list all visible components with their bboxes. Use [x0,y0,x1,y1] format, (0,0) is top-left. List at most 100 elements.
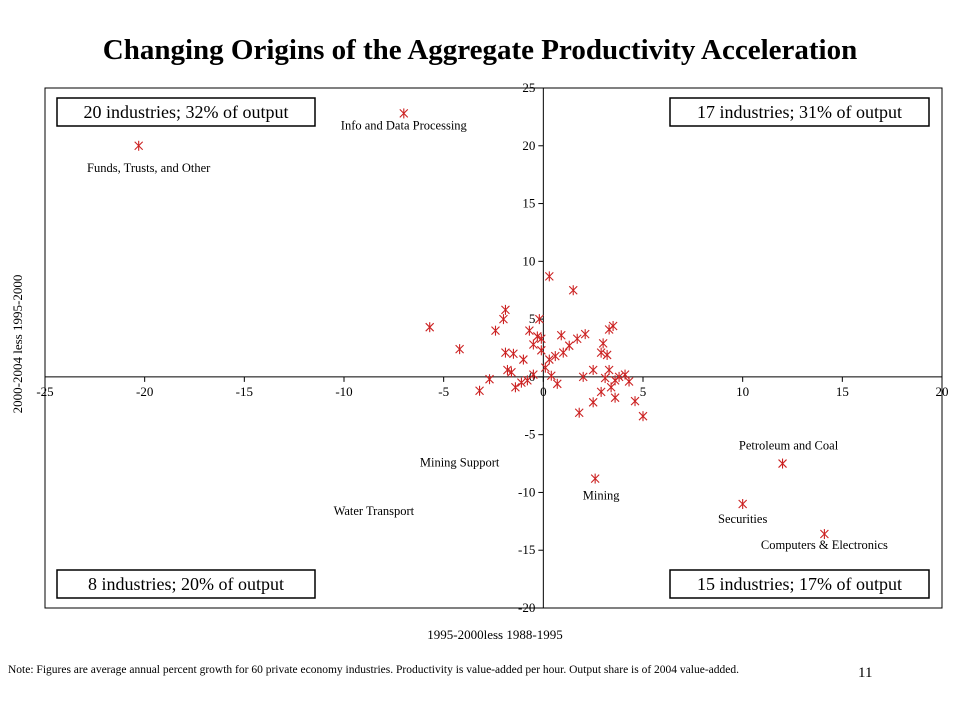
y-tick-label: 10 [522,253,535,268]
x-tick-label: -5 [438,384,449,399]
quadrant-boxes: 20 industries; 32% of output 17 industrie… [56,97,930,599]
data-point [546,370,556,381]
y-tick-label: 20 [522,138,535,153]
data-point [509,348,518,359]
x-tick-label: -20 [136,384,153,399]
data-point [544,271,554,282]
data-point [552,378,562,389]
data-point [475,385,484,396]
data-point [485,374,494,385]
y-tick-label: -15 [518,542,535,557]
x-tick-label: -15 [236,384,253,399]
data-point [600,373,610,384]
data-point [630,396,640,407]
data-point [399,108,409,119]
data-point [614,371,624,382]
data-point [738,499,748,509]
data-point [568,285,578,296]
data-point [590,473,600,484]
data-point [524,325,534,336]
data-point [638,411,648,422]
quadrant-box [669,569,930,599]
x-axis-label: 1995-2000less 1988-1995 [427,627,563,642]
data-point [556,330,566,341]
quadrant-box [56,569,316,599]
data-point [610,392,620,403]
quadrant-box [669,97,930,127]
y-tick-label: -20 [518,600,535,615]
data-point [588,364,598,375]
y-tick-label: -5 [524,427,535,442]
footnote: Note: Figures are average annual percent… [8,664,739,676]
data-point [558,347,568,358]
point-annotation: Mining Support [420,456,500,470]
data-point [425,322,435,333]
point-annotation: Securities [718,512,767,526]
y-tick-label: 15 [522,196,535,211]
data-point [511,382,520,393]
x-tick-label: -10 [335,384,352,399]
data-point [574,407,584,418]
data-point [507,367,516,378]
quadrant-box-label: 8 industries; 20% of output [88,574,284,594]
annotations: Info and Data Processing Funds, Trusts, a… [87,118,888,552]
quadrant-box-label: 15 industries; 17% of output [697,574,902,594]
data-point [564,340,574,351]
x-tick-label: 20 [936,384,949,399]
data-point [499,314,508,325]
data-point [572,333,582,344]
data-point [778,458,787,469]
data-point [532,331,542,342]
data-point [578,371,588,382]
y-axis-label: 2000-2004 less 1995-2000 [10,274,25,414]
y-tick-label: 5 [529,311,536,326]
x-tick-label: 5 [640,384,647,399]
point-annotation: Petroleum and Coal [739,439,839,453]
y-tick-label: 25 [522,80,535,95]
data-point [455,344,465,355]
point-annotation: Water Transport [334,504,415,518]
data-point [608,321,618,332]
plot-area-frame [44,87,943,609]
axes: -25-20-15-10-505101520-20-15-10-50510152… [36,80,948,615]
data-point [519,354,528,365]
x-tick-label: 15 [836,384,849,399]
point-annotation: Mining [583,489,621,503]
page-number: 11 [858,665,873,681]
x-tick-label: 10 [736,384,749,399]
data-point [536,333,546,344]
quadrant-box [56,97,316,127]
point-annotation: Computers & Electronics [761,538,888,552]
quadrant-box-label: 20 industries; 32% of output [84,102,289,122]
data-point [596,347,606,358]
data-point [596,386,606,397]
data-point [536,345,546,356]
data-point [528,339,538,350]
data-point [624,376,634,387]
point-annotation: Info and Data Processing [341,118,468,132]
data-point [588,397,598,408]
chart-title: Changing Origins of the Aggregate Produc… [102,34,858,66]
x-tick-label: 0 [540,384,547,399]
data-point [534,314,544,325]
data-point [540,362,550,373]
data-point [503,364,512,375]
data-point [602,349,612,360]
data-point [580,329,590,340]
point-annotation: Funds, Trusts, and Other [87,161,211,175]
data-point [598,338,608,349]
quadrant-box-label: 17 industries; 31% of output [697,102,902,122]
x-tick-label: -25 [36,384,53,399]
data-point [517,377,526,388]
data-point [491,325,500,336]
data-point [820,529,829,540]
data-point [134,140,144,151]
data-point [544,354,554,365]
data-point [550,351,560,362]
data-point [604,364,614,375]
data-point [501,347,510,358]
data-point [501,304,510,315]
data-point [528,369,538,380]
data-points [134,108,829,540]
